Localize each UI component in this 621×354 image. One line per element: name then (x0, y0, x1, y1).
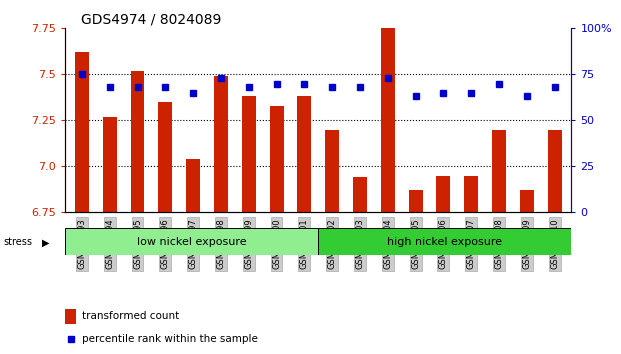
Text: high nickel exposure: high nickel exposure (388, 236, 502, 247)
Text: percentile rank within the sample: percentile rank within the sample (82, 334, 258, 344)
Bar (102, 117, 117, 212)
Text: low nickel exposure: low nickel exposure (137, 236, 247, 247)
Bar (381, 17, 395, 212)
Bar (158, 102, 172, 212)
Bar (186, 159, 200, 212)
Bar (318, 228, 571, 255)
Text: GDS4974 / 8024089: GDS4974 / 8024089 (81, 12, 221, 27)
Bar (465, 176, 478, 212)
Text: transformed count: transformed count (82, 312, 179, 321)
Text: stress: stress (3, 238, 32, 247)
Bar (297, 96, 311, 212)
Bar (353, 177, 367, 212)
Text: ▶: ▶ (42, 238, 50, 247)
Bar (75, 52, 89, 212)
Bar (242, 96, 256, 212)
Bar (270, 105, 284, 212)
Bar (548, 130, 561, 212)
Bar (409, 190, 422, 212)
Bar (520, 190, 534, 212)
Bar (130, 71, 145, 212)
Bar (65, 309, 76, 324)
Bar (492, 130, 506, 212)
Bar (65, 228, 318, 255)
Bar (325, 130, 339, 212)
Bar (437, 176, 450, 212)
Bar (214, 76, 228, 212)
